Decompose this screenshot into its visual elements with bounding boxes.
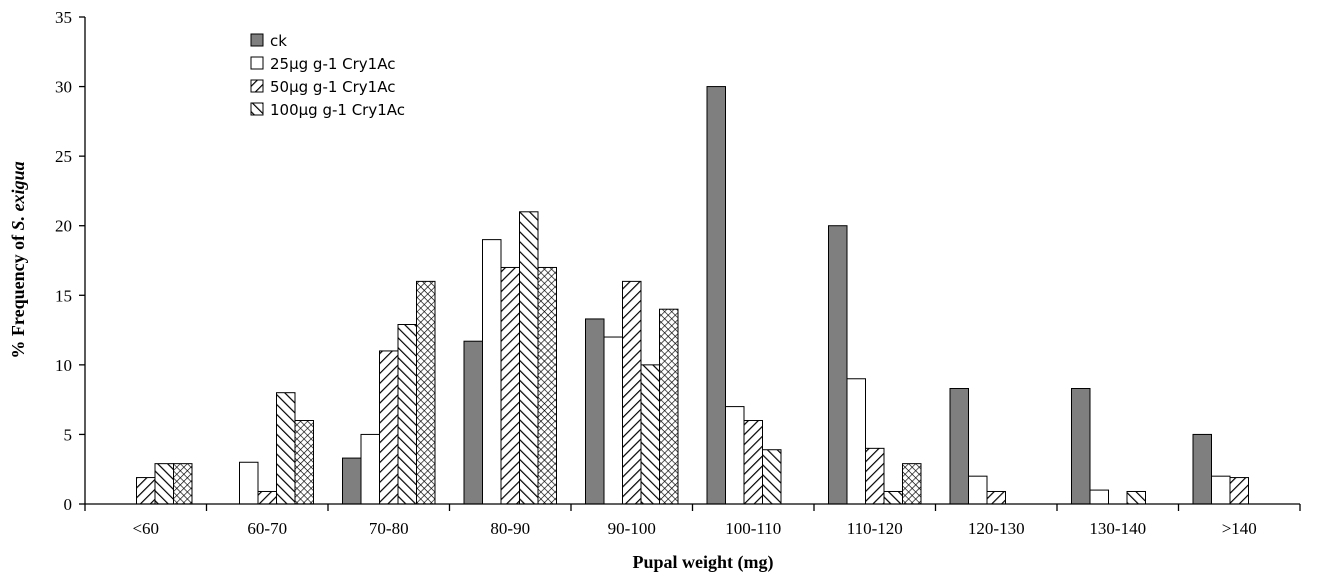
bar (622, 280, 642, 505)
legend-swatch (250, 102, 264, 116)
bar (136, 477, 156, 505)
bar (949, 388, 969, 505)
bar (257, 490, 277, 505)
x-tick-label: 130-140 (1089, 519, 1146, 538)
legend-swatch (250, 79, 264, 93)
y-axis-title-prefix: % Frequency of (8, 230, 28, 358)
bar (519, 211, 539, 505)
bar (725, 406, 745, 505)
bar (743, 420, 763, 505)
x-axis-ticks: <60 60-70 70-80 80-90 90-100 100-110 110-120 12… (84, 504, 1301, 538)
bar (828, 225, 848, 505)
x-tick-label: >140 (1222, 519, 1257, 538)
legend-label: 100μg g-1 Cry1Ac (270, 101, 405, 119)
x-tick-label: 110-120 (847, 519, 903, 538)
y-tick-label: 15 (55, 286, 72, 305)
bar (659, 308, 679, 505)
bar (1071, 388, 1091, 505)
bar (1192, 433, 1212, 505)
x-tick-label: 60-70 (247, 519, 287, 538)
bar (154, 463, 174, 505)
x-tick-label: 80-90 (490, 519, 530, 538)
bar (463, 340, 483, 505)
x-axis-title: Pupal weight (mg) (633, 552, 774, 573)
x-tick-label: 120-130 (968, 519, 1025, 538)
bar (360, 433, 380, 505)
bar (239, 461, 259, 505)
bar (986, 490, 1006, 505)
bar (968, 475, 988, 505)
x-tick-label: 70-80 (369, 519, 409, 538)
bar (846, 378, 866, 505)
bar (865, 447, 885, 505)
y-tick-label: 5 (64, 425, 73, 444)
legend-swatch (250, 33, 264, 47)
bar (397, 324, 417, 505)
bar (482, 239, 502, 505)
bar (342, 457, 362, 505)
y-axis-ticks: 0 5 10 15 20 25 30 35 (55, 8, 85, 514)
bars-group (136, 86, 1249, 505)
legend-label: ck (270, 32, 287, 50)
y-axis-title-species: S. exigua (8, 161, 28, 230)
bar (640, 364, 660, 505)
bar (603, 336, 623, 505)
y-tick-label: 25 (55, 147, 72, 166)
y-axis-title: % Frequency of S. exigua (8, 161, 28, 358)
bar (416, 280, 436, 505)
x-tick-label: <60 (132, 519, 159, 538)
bar (1126, 490, 1146, 505)
y-tick-label: 0 (64, 495, 73, 514)
bar (706, 86, 726, 505)
legend-swatch (250, 56, 264, 70)
bar (294, 420, 314, 505)
x-tick-label: 100-110 (725, 519, 781, 538)
bar (902, 463, 922, 505)
legend-label: 50μg g-1 Cry1Ac (270, 78, 395, 96)
bar (1089, 489, 1109, 505)
y-tick-label: 10 (55, 356, 72, 375)
legend-label: 25μg g-1 Cry1Ac (270, 55, 395, 73)
bar (883, 490, 903, 505)
x-tick-label: 90-100 (608, 519, 656, 538)
y-tick-label: 30 (55, 78, 72, 97)
legend: ck 25μg g-1 Cry1Ac 50μg g-1 Cry1Ac 100μg g-… (250, 32, 405, 119)
bar (762, 449, 782, 505)
bar (173, 463, 193, 505)
bar (1229, 477, 1249, 505)
bar (537, 266, 557, 505)
y-tick-label: 20 (55, 217, 72, 236)
y-tick-label: 35 (55, 8, 72, 27)
bar (379, 350, 399, 505)
bar (500, 266, 520, 505)
bar (1211, 475, 1231, 505)
bar (276, 392, 296, 505)
bar (585, 318, 605, 505)
